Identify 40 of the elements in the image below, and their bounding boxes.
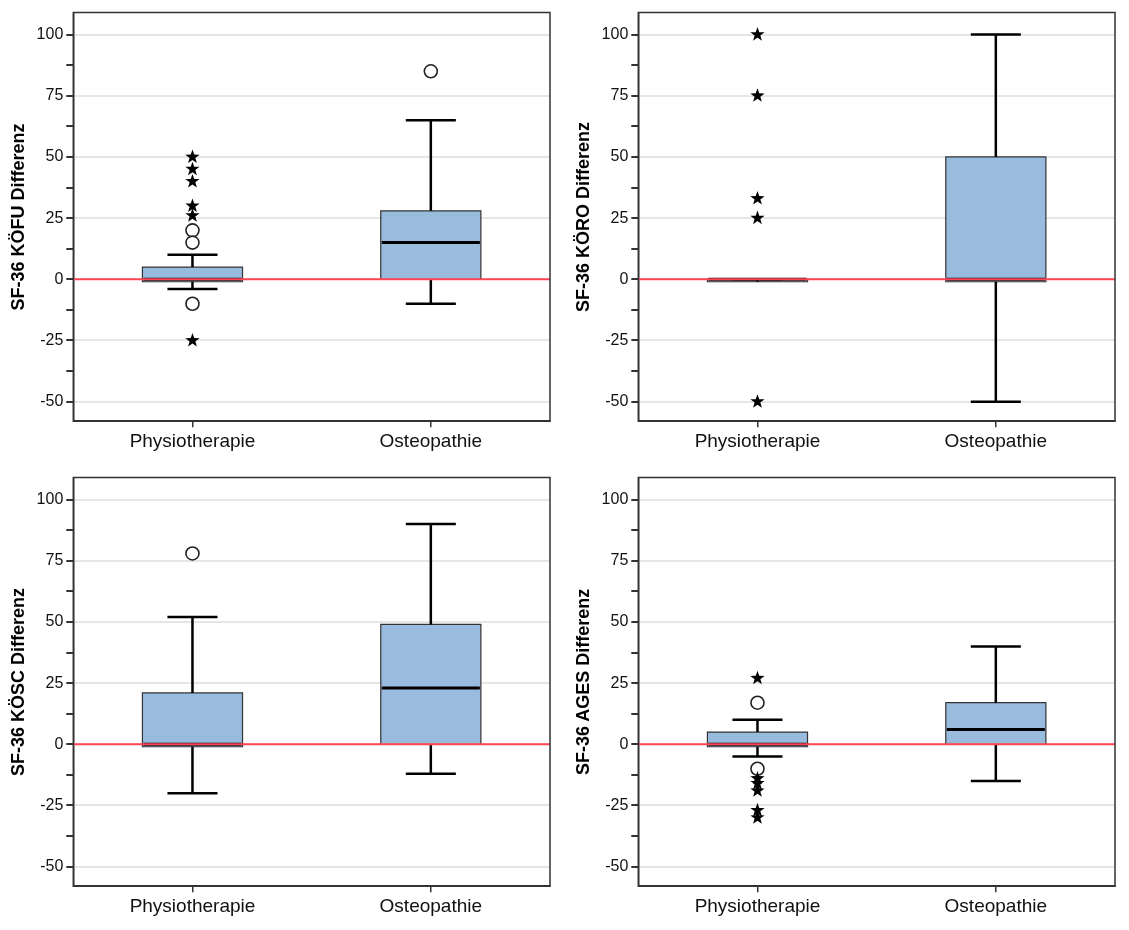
- x-tick-label: Physiotherapie: [694, 894, 821, 916]
- y-tick-label: 0: [619, 269, 629, 287]
- x-tick-label: Osteopathie: [944, 429, 1048, 451]
- y-tick-label: 0: [54, 269, 64, 287]
- y-tick-label: 100: [36, 25, 64, 43]
- y-tick-label: 100: [601, 25, 629, 43]
- y-tick-label: 0: [619, 734, 629, 752]
- y-tick-label: 75: [45, 86, 64, 104]
- y-tick-label: -50: [40, 392, 64, 410]
- y-tick-label: 25: [45, 208, 64, 226]
- y-tick-label: 50: [45, 147, 64, 165]
- y-axis-title: SF-36 AGES Differenz: [572, 588, 593, 776]
- y-tick-label: 75: [610, 86, 629, 104]
- y-tick-label: -25: [40, 795, 64, 813]
- y-tick-label: -25: [605, 795, 629, 813]
- y-tick-label: -50: [40, 857, 64, 875]
- y-tick-label: 75: [45, 551, 64, 569]
- y-tick-label: 50: [45, 612, 64, 630]
- y-axis-title: SF-36 KÖFU Differenz: [7, 123, 28, 311]
- y-tick-label: 100: [601, 490, 629, 508]
- y-axis-title: SF-36 KÖRO Differenz: [572, 121, 593, 312]
- y-axis-title: SF-36 KÖSC Differenz: [7, 587, 28, 776]
- y-tick-label: -25: [605, 330, 629, 348]
- y-tick-label: 100: [36, 490, 64, 508]
- y-tick-label: -50: [605, 392, 629, 410]
- x-tick-label: Physiotherapie: [129, 894, 256, 916]
- y-tick-label: 75: [610, 551, 629, 569]
- x-tick-label: Physiotherapie: [129, 429, 256, 451]
- y-tick-label: -25: [40, 330, 64, 348]
- x-tick-label: Osteopathie: [944, 894, 1048, 916]
- x-tick-label: Osteopathie: [379, 894, 483, 916]
- x-tick-label: Physiotherapie: [694, 429, 821, 451]
- y-tick-label: 0: [54, 734, 64, 752]
- y-tick-label: 25: [45, 673, 64, 691]
- y-tick-label: -50: [605, 857, 629, 875]
- x-tick-label: Osteopathie: [379, 429, 483, 451]
- y-tick-label: 50: [610, 612, 629, 630]
- y-tick-label: 25: [610, 208, 629, 226]
- y-tick-label: 50: [610, 147, 629, 165]
- y-tick-label: 25: [610, 673, 629, 691]
